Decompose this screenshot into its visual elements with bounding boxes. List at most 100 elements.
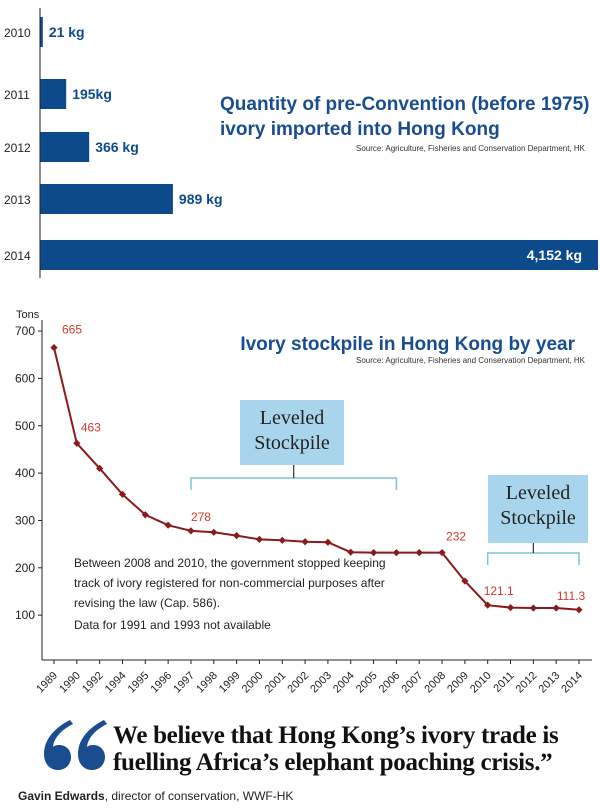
line-chart: Tons Ivory stockpile in Hong Kong by yea…	[15, 309, 592, 695]
x-tick-label: 2000	[240, 670, 266, 696]
quote-author: Gavin Edwards	[18, 789, 105, 803]
bar-value-label: 366 kg	[95, 139, 139, 155]
data-point	[484, 601, 492, 609]
x-tick-label: 2002	[285, 670, 311, 696]
data-label: 463	[81, 420, 101, 434]
x-tick-label: 2005	[354, 670, 380, 696]
data-point	[415, 549, 423, 557]
data-point	[164, 521, 172, 529]
data-point	[529, 604, 537, 612]
callout-bracket	[486, 552, 580, 565]
data-point	[255, 535, 264, 543]
callout-label: Stockpile	[500, 507, 576, 529]
y-tick-label: 500	[15, 419, 35, 433]
callout-label: Leveled	[506, 482, 570, 504]
y-tick-label: 200	[15, 561, 35, 575]
data-point	[187, 527, 195, 535]
data-point	[506, 603, 515, 612]
data-point	[278, 536, 286, 544]
bar-category-label: 2013	[4, 193, 31, 207]
x-tick-label: 2013	[536, 670, 562, 696]
data-point	[73, 439, 81, 447]
bar-value-label: 21 kg	[49, 24, 85, 40]
x-tick-label: 2008	[422, 670, 448, 696]
note-text: Between 2008 and 2010, the government st…	[74, 556, 386, 632]
bar-value-label: 195kg	[72, 86, 112, 102]
data-point	[438, 549, 446, 557]
note-line-2: track of ivory registered for non-commer…	[74, 576, 385, 590]
bar-chart-source: Source: Agriculture, Fisheries and Conse…	[356, 144, 586, 153]
data-point	[347, 548, 355, 556]
quote-role: , director of conservation, WWF-HK	[104, 789, 294, 803]
note-line-4: Data for 1991 and 1993 not available	[74, 618, 271, 632]
x-tick-label: 2009	[445, 670, 471, 696]
data-label: 111.3	[557, 589, 586, 603]
x-tick-label: 2004	[331, 670, 357, 696]
note-line-1: Between 2008 and 2010, the government st…	[74, 556, 386, 570]
bar-chart-title-line-1: Quantity of pre-Convention (before 1975)	[220, 94, 589, 115]
x-tick-label: 2006	[377, 670, 403, 696]
callout-bracket	[190, 477, 398, 490]
x-tick-label: 1995	[126, 670, 152, 696]
data-point	[118, 490, 127, 499]
data-point	[392, 549, 400, 557]
y-tick-label: 300	[15, 513, 35, 527]
y-tick-label: 100	[15, 608, 35, 622]
bar-category-label: 2010	[4, 26, 31, 40]
data-point	[141, 511, 149, 519]
y-tick-label: 600	[15, 371, 35, 385]
data-point	[96, 464, 104, 472]
x-tick-label: 1989	[34, 670, 60, 696]
data-label: 278	[191, 510, 211, 524]
callout-box	[488, 475, 588, 543]
x-tick-label: 1990	[57, 670, 83, 696]
bar	[40, 17, 43, 47]
callout-box	[240, 400, 344, 465]
x-tick-label: 2011	[491, 670, 516, 695]
callout-label: Stockpile	[254, 432, 330, 454]
x-tick-label: 1997	[171, 670, 197, 696]
x-tick-label: 2010	[468, 670, 494, 696]
data-point	[369, 549, 378, 557]
x-tick-label: 2007	[400, 670, 426, 696]
quote-attribution: Gavin Edwards, director of conservation,…	[18, 789, 293, 803]
data-point	[50, 344, 58, 352]
bar	[40, 79, 67, 109]
note-line-3: revising the law (Cap. 586).	[74, 596, 220, 610]
quote-text: We believe that Hong Kong’s ivory trade …	[113, 722, 559, 776]
bar-value-label: 4,152 kg	[527, 247, 582, 263]
x-tick-label: 2003	[308, 670, 334, 696]
quote-mark-icon	[44, 720, 107, 770]
bar-category-label: 2014	[4, 249, 31, 263]
x-tick-label: 2012	[514, 670, 540, 696]
bar-category-label: 2011	[4, 88, 30, 102]
data-label: 665	[62, 323, 82, 337]
bar	[40, 132, 90, 162]
y-tick-label: 700	[15, 324, 35, 338]
data-point	[575, 606, 583, 614]
data-label: 232	[446, 530, 466, 544]
x-tick-label: 1999	[217, 670, 243, 696]
y-axis-label: Tons	[16, 309, 40, 321]
line-chart-source: Source: Agriculture, Fisheries and Conse…	[356, 356, 586, 365]
x-tick-label: 2014	[559, 670, 585, 696]
callout-label: Leveled	[260, 407, 324, 429]
x-tick-label: 1998	[194, 670, 220, 696]
bar-category-label: 2012	[4, 141, 31, 155]
x-tick-label: 1994	[103, 670, 129, 696]
data-point	[210, 528, 218, 536]
data-point	[461, 577, 469, 585]
y-tick-label: 400	[15, 466, 35, 480]
line-chart-title: Ivory stockpile in Hong Kong by year	[240, 334, 575, 355]
data-point	[233, 532, 241, 540]
data-point	[301, 538, 309, 546]
series-line	[53, 347, 580, 611]
bar	[40, 240, 598, 270]
bar-value-label: 989 kg	[179, 191, 223, 207]
bar	[40, 184, 173, 214]
data-label: 121.1	[484, 584, 514, 598]
data-point	[552, 604, 560, 612]
bar-chart: Quantity of pre-Convention (before 1975)…	[4, 8, 598, 278]
x-tick-label: 1992	[80, 670, 106, 696]
